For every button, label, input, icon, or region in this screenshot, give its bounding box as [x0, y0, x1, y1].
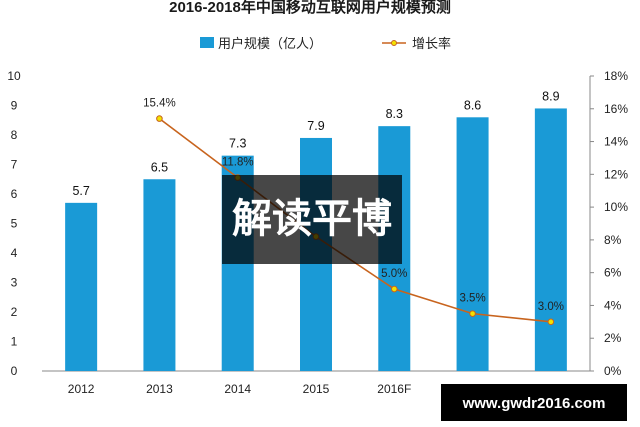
bar-value-label: 5.7 [72, 184, 89, 198]
legend-bar-label: 用户规模（亿人） [218, 36, 322, 51]
right-axis-tick-label: 2% [604, 331, 622, 345]
growth-rate-point [156, 115, 163, 122]
bar [65, 202, 98, 371]
left-axis-tick-label: 1 [11, 335, 18, 349]
x-axis-tick-label: 2013 [146, 382, 173, 396]
bar-value-label: 8.9 [542, 89, 559, 103]
bar-value-label: 8.6 [464, 98, 481, 112]
right-axis-tick-label: 8% [604, 233, 622, 247]
x-axis-tick-label: 2016F [377, 382, 411, 396]
left-axis-tick-label: 6 [11, 187, 18, 201]
x-axis-tick-label: 2014 [224, 382, 251, 396]
growth-rate-point [469, 310, 476, 317]
right-axis-tick-label: 18% [604, 69, 628, 83]
growth-rate-label: 5.0% [381, 268, 407, 280]
growth-rate-point [390, 285, 398, 293]
bar [456, 117, 489, 371]
bar [534, 108, 567, 371]
growth-rate-label: 11.8% [222, 157, 254, 169]
overlay-text: 解读平博 [232, 197, 392, 241]
left-axis-tick-label: 4 [11, 246, 18, 260]
bar-value-label: 7.9 [307, 119, 324, 133]
left-axis-tick-label: 7 [11, 158, 18, 172]
bar-value-label: 6.5 [151, 160, 168, 174]
left-axis-tick-label: 3 [11, 276, 18, 290]
left-axis-tick-label: 2 [11, 305, 18, 319]
growth-rate-label: 15.4% [143, 98, 176, 110]
left-axis-tick-label: 5 [11, 217, 18, 231]
chart-title: 2016-2018年中国移动互联网用户规模预测 [169, 0, 451, 16]
right-axis-tick-label: 16% [604, 102, 628, 116]
right-axis-tick-label: 14% [604, 135, 628, 149]
overlay-background [222, 175, 402, 264]
legend-line-label: 增长率 [412, 36, 451, 51]
right-axis-tick-label: 6% [604, 266, 622, 280]
left-axis-tick-label: 0 [11, 364, 18, 378]
growth-rate-label: 3.0% [538, 301, 564, 313]
overlay-banner: 解读平博 [222, 175, 402, 264]
bar-value-label: 8.3 [386, 107, 403, 121]
legend: 用户规模（亿人） 增长率 [200, 36, 451, 51]
legend-line-marker [391, 40, 397, 46]
watermark-text: www.gwdr2016.com [462, 395, 606, 412]
right-axis: 0% 2% 4% 6% 8% 10% 12% 14% 16% 18% [589, 69, 628, 378]
right-axis-tick-label: 0% [604, 364, 622, 378]
left-axis-tick-label: 8 [11, 128, 18, 142]
left-axis-tick-label: 10 [7, 69, 21, 83]
growth-rate-labels: 15.4% 11.8% 5.0% 3.5% 3.0% [143, 98, 564, 313]
watermark: www.gwdr2016.com [441, 384, 627, 421]
growth-rate-point [547, 318, 555, 326]
x-axis-tick-label: 2015 [303, 382, 330, 396]
left-axis-tick-label: 9 [11, 99, 18, 113]
bar-value-labels: 5.7 6.5 7.3 7.9 8.3 8.6 8.9 [72, 89, 559, 197]
watermark-background [441, 384, 627, 421]
legend-bar-swatch [200, 37, 214, 48]
bar-value-label: 7.3 [229, 137, 246, 151]
bar [143, 179, 176, 371]
right-axis-tick-label: 12% [604, 167, 628, 181]
right-axis-tick-label: 4% [604, 298, 622, 312]
growth-rate-label: 3.5% [459, 293, 485, 305]
right-axis-tick-label: 10% [604, 200, 628, 214]
x-axis-tick-label: 2012 [68, 382, 95, 396]
left-axis: 0 1 2 3 4 5 6 7 8 9 10 [7, 69, 21, 378]
